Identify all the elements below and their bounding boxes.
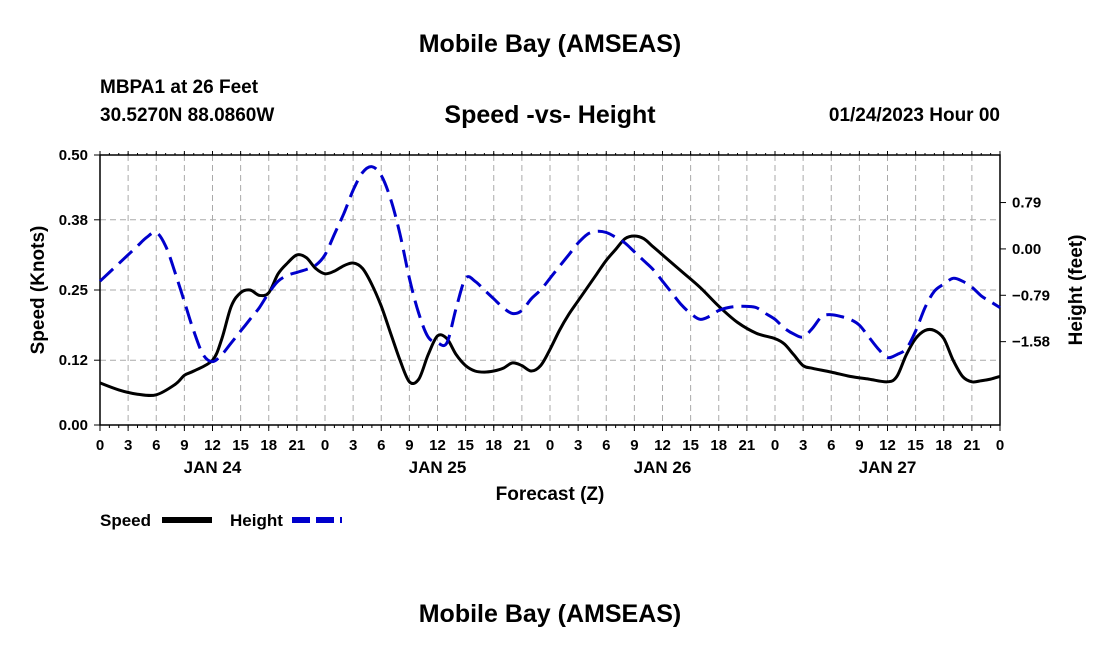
x-tick-label: 9 bbox=[180, 437, 188, 454]
x-tick-label: 9 bbox=[855, 437, 863, 454]
run-time: 01/24/2023 Hour 00 bbox=[828, 105, 1000, 126]
x-tick-label: 21 bbox=[739, 437, 756, 454]
x-tick-label: 3 bbox=[124, 437, 132, 454]
day-label: JAN 24 bbox=[184, 458, 242, 477]
x-tick-label: 3 bbox=[799, 437, 807, 454]
y-tick-label: 0.12 bbox=[59, 352, 88, 369]
x-tick-label: 18 bbox=[485, 437, 502, 454]
x-tick-label: 3 bbox=[574, 437, 582, 454]
y2-tick-label: −0.79 bbox=[1012, 287, 1050, 304]
x-tick-label: 0 bbox=[996, 437, 1004, 454]
y-tick-label: 0.38 bbox=[59, 212, 88, 229]
plot-border bbox=[99, 154, 1001, 426]
x-tick-label: 18 bbox=[710, 437, 727, 454]
x-axis-title: Forecast (Z) bbox=[496, 484, 605, 505]
x-tick-label: 21 bbox=[964, 437, 981, 454]
day-label: JAN 27 bbox=[859, 458, 917, 477]
x-tick-label: 0 bbox=[96, 437, 104, 454]
x-tick-label: 15 bbox=[232, 437, 249, 454]
y-tick-label: 0.00 bbox=[59, 417, 88, 434]
day-label: JAN 26 bbox=[634, 458, 692, 477]
x-tick-label: 3 bbox=[349, 437, 357, 454]
x-tick-label: 18 bbox=[935, 437, 952, 454]
x-tick-label: 9 bbox=[405, 437, 413, 454]
x-tick-label: 18 bbox=[260, 437, 277, 454]
x-tick-label: 0 bbox=[771, 437, 779, 454]
x-tick-label: 6 bbox=[827, 437, 835, 454]
station-position: 30.5270N 88.0860W bbox=[100, 105, 275, 126]
y-tick-label: 0.25 bbox=[59, 282, 88, 299]
y2-tick-label: 0.00 bbox=[1012, 241, 1041, 258]
legend-height-label: Height bbox=[230, 511, 283, 530]
x-tick-label: 21 bbox=[514, 437, 531, 454]
y2-tick-label: 0.79 bbox=[1012, 195, 1041, 212]
x-tick-label: 15 bbox=[457, 437, 474, 454]
x-tick-label: 15 bbox=[682, 437, 699, 454]
x-tick-label: 15 bbox=[907, 437, 924, 454]
x-tick-label: 12 bbox=[879, 437, 896, 454]
y2-tick-label: −1.58 bbox=[1012, 334, 1050, 351]
y-tick-label: 0.50 bbox=[59, 147, 88, 164]
x-tick-label: 12 bbox=[429, 437, 446, 454]
chart-title: Speed -vs- Height bbox=[444, 101, 656, 129]
speed-series-line bbox=[99, 234, 1001, 398]
legend-speed-label: Speed bbox=[100, 511, 151, 530]
station-id: MBPA1 at 26 Feet bbox=[100, 77, 259, 98]
y-axis-title: Speed (Knots) bbox=[28, 226, 49, 355]
x-tick-label: 6 bbox=[152, 437, 160, 454]
x-tick-label: 9 bbox=[630, 437, 638, 454]
x-tick-label: 12 bbox=[654, 437, 671, 454]
x-tick-label: 6 bbox=[602, 437, 610, 454]
x-tick-label: 12 bbox=[204, 437, 221, 454]
main-title: Mobile Bay (AMSEAS) bbox=[418, 30, 682, 58]
x-tick-label: 0 bbox=[321, 437, 329, 454]
height-series-line bbox=[98, 165, 1001, 364]
bottom-title: Mobile Bay (AMSEAS) bbox=[418, 600, 682, 628]
y2-axis-title: Height (feet) bbox=[1066, 235, 1087, 346]
day-label: JAN 25 bbox=[409, 458, 467, 477]
x-tick-label: 6 bbox=[377, 437, 385, 454]
x-tick-label: 0 bbox=[546, 437, 554, 454]
x-tick-label: 21 bbox=[289, 437, 306, 454]
